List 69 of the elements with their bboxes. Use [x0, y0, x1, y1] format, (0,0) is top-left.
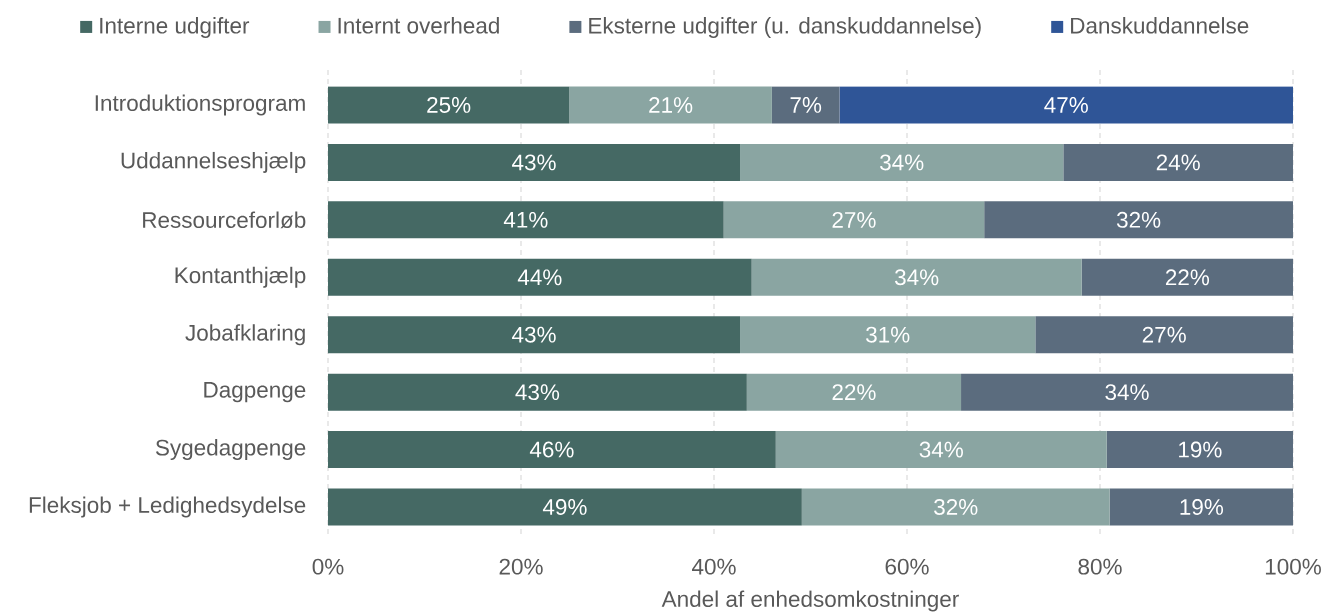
- data-label: 7%: [790, 97, 822, 113]
- data-label: 43%: [512, 326, 556, 343]
- data-label: 34%: [919, 441, 963, 458]
- y-tick-label: Jobafklaring: [185, 324, 305, 346]
- data-label: 25%: [427, 97, 471, 113]
- data-label: 34%: [895, 269, 939, 286]
- x-tick-label: 40%: [692, 558, 736, 575]
- data-label: 19%: [1180, 499, 1224, 515]
- bar: [961, 373, 1293, 411]
- bar: [740, 316, 1036, 354]
- bar: [328, 488, 802, 526]
- bar: [984, 201, 1293, 239]
- data-label: 49%: [542, 499, 587, 515]
- bar: [328, 258, 752, 296]
- bar: [328, 316, 741, 354]
- x-tick-label: 80%: [1078, 558, 1122, 575]
- bar: [723, 201, 985, 239]
- legend-label: Internt overhead: [338, 17, 499, 34]
- bar: [569, 86, 772, 124]
- x-tick-label: 0%: [312, 558, 344, 575]
- bar: [1081, 258, 1293, 296]
- y-tick-label: Sygedagpenge: [155, 439, 306, 461]
- data-label: 31%: [866, 326, 910, 343]
- bar: [801, 488, 1110, 526]
- bar: [746, 373, 962, 411]
- data-label: 32%: [934, 499, 978, 515]
- data-label: 46%: [529, 441, 574, 458]
- bar: [839, 86, 1293, 124]
- bar: [1109, 488, 1293, 526]
- data-label: 44%: [517, 269, 562, 286]
- bar: [751, 258, 1082, 296]
- legend-label: Eksterne udgifter (u. danskuddannelse): [589, 17, 981, 39]
- data-label: 34%: [880, 154, 924, 171]
- bar: [775, 431, 1107, 469]
- bar: [328, 143, 741, 181]
- data-label: 22%: [1165, 269, 1210, 286]
- bar: [1063, 143, 1293, 181]
- bar: [328, 201, 724, 239]
- x-axis-title: Andel af enhedsomkostninger: [661, 590, 959, 612]
- x-tick-label: 20%: [499, 558, 543, 575]
- y-tick-label: Ressourceforløb: [143, 211, 306, 229]
- data-label: 34%: [1105, 384, 1149, 401]
- bar: [328, 431, 776, 469]
- y-tick-label: Dagpenge: [204, 382, 306, 403]
- bar: [1035, 316, 1293, 354]
- data-label: 32%: [1116, 211, 1161, 228]
- bar: [1106, 431, 1293, 469]
- data-label: 41%: [503, 211, 548, 228]
- x-tick-label: 60%: [885, 558, 929, 575]
- bar: [740, 143, 1064, 181]
- data-label: 22%: [832, 384, 876, 401]
- data-label: 47%: [1044, 97, 1088, 113]
- x-tick-label: 100%: [1265, 558, 1321, 575]
- y-tick-label: Fleksjob + Ledighedsydelse: [29, 496, 306, 518]
- data-label: 19%: [1179, 441, 1222, 458]
- bar: [328, 86, 570, 124]
- y-tick-label: Introduktionsprogram: [95, 94, 305, 116]
- y-tick-label: Uddannelseshjælp: [121, 151, 306, 173]
- data-label: 43%: [515, 384, 560, 401]
- data-label: 21%: [649, 97, 693, 113]
- data-label: 24%: [1156, 154, 1200, 171]
- y-tick-label: Kontanthjælp: [175, 266, 306, 288]
- bar: [328, 373, 747, 411]
- data-label: 27%: [832, 211, 876, 228]
- legend-label: Interne udgifter: [100, 17, 250, 39]
- legend-label: Danskuddannelse: [1071, 17, 1249, 34]
- bar: [771, 86, 840, 124]
- data-label: 43%: [512, 154, 556, 171]
- data-label: 27%: [1142, 326, 1186, 343]
